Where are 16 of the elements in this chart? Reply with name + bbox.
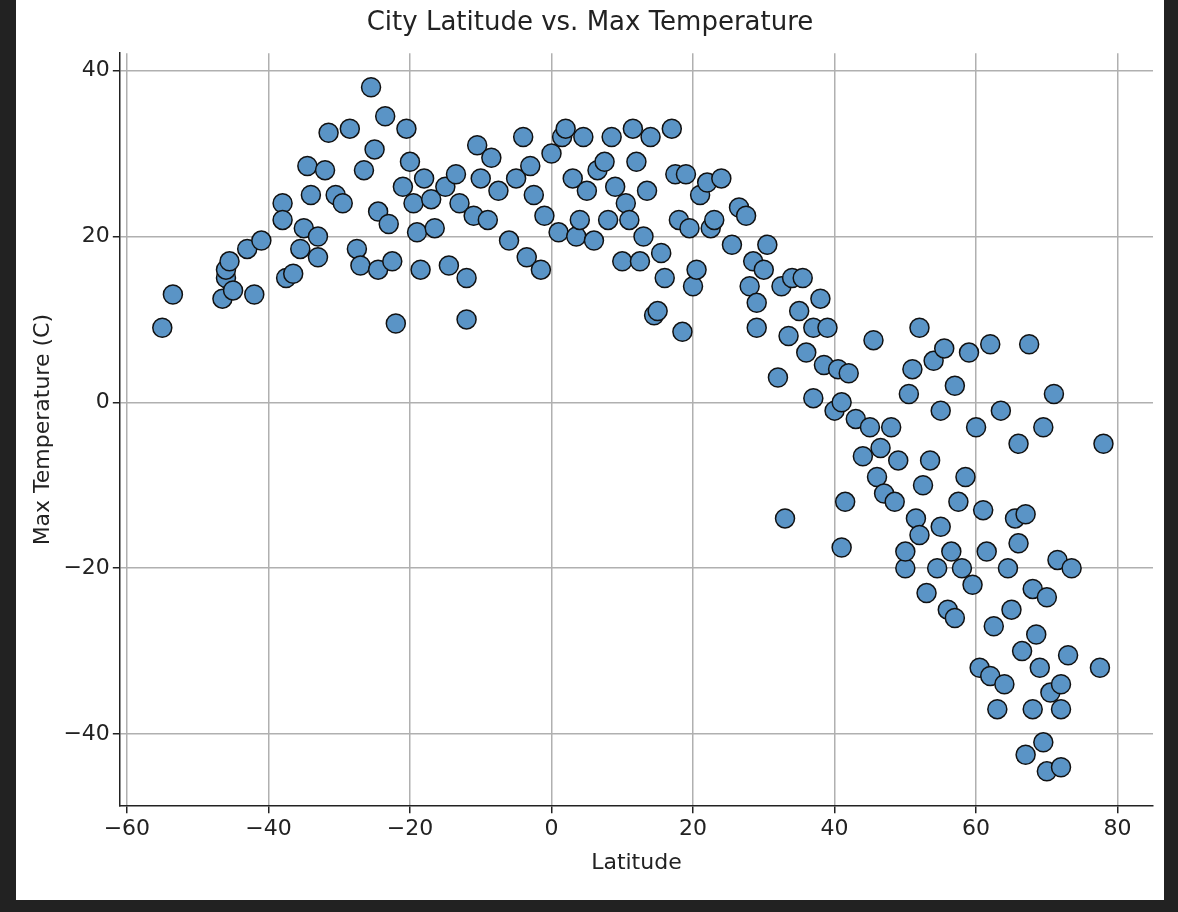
x-axis-title: Latitude bbox=[591, 848, 682, 874]
y-tick-label: 20 bbox=[81, 222, 110, 248]
x-tick-label: 60 bbox=[962, 815, 991, 841]
x-tick-label: −40 bbox=[245, 815, 292, 841]
y-tick-label: 40 bbox=[81, 56, 110, 82]
y-tick-label: −20 bbox=[63, 553, 110, 579]
x-tick-label: 0 bbox=[544, 815, 559, 841]
chart-title: City Latitude vs. Max Temperature bbox=[366, 6, 814, 37]
x-tick-label: −60 bbox=[103, 815, 151, 841]
x-tick-label: −20 bbox=[386, 815, 434, 841]
x-tick-label: 40 bbox=[820, 815, 849, 841]
y-tick-label: 0 bbox=[95, 388, 110, 414]
y-tick-label: −40 bbox=[63, 719, 110, 745]
x-tick-label: 20 bbox=[679, 815, 708, 841]
x-tick-label: 80 bbox=[1103, 815, 1132, 841]
y-axis-title: Max Temperature (C) bbox=[28, 314, 54, 546]
